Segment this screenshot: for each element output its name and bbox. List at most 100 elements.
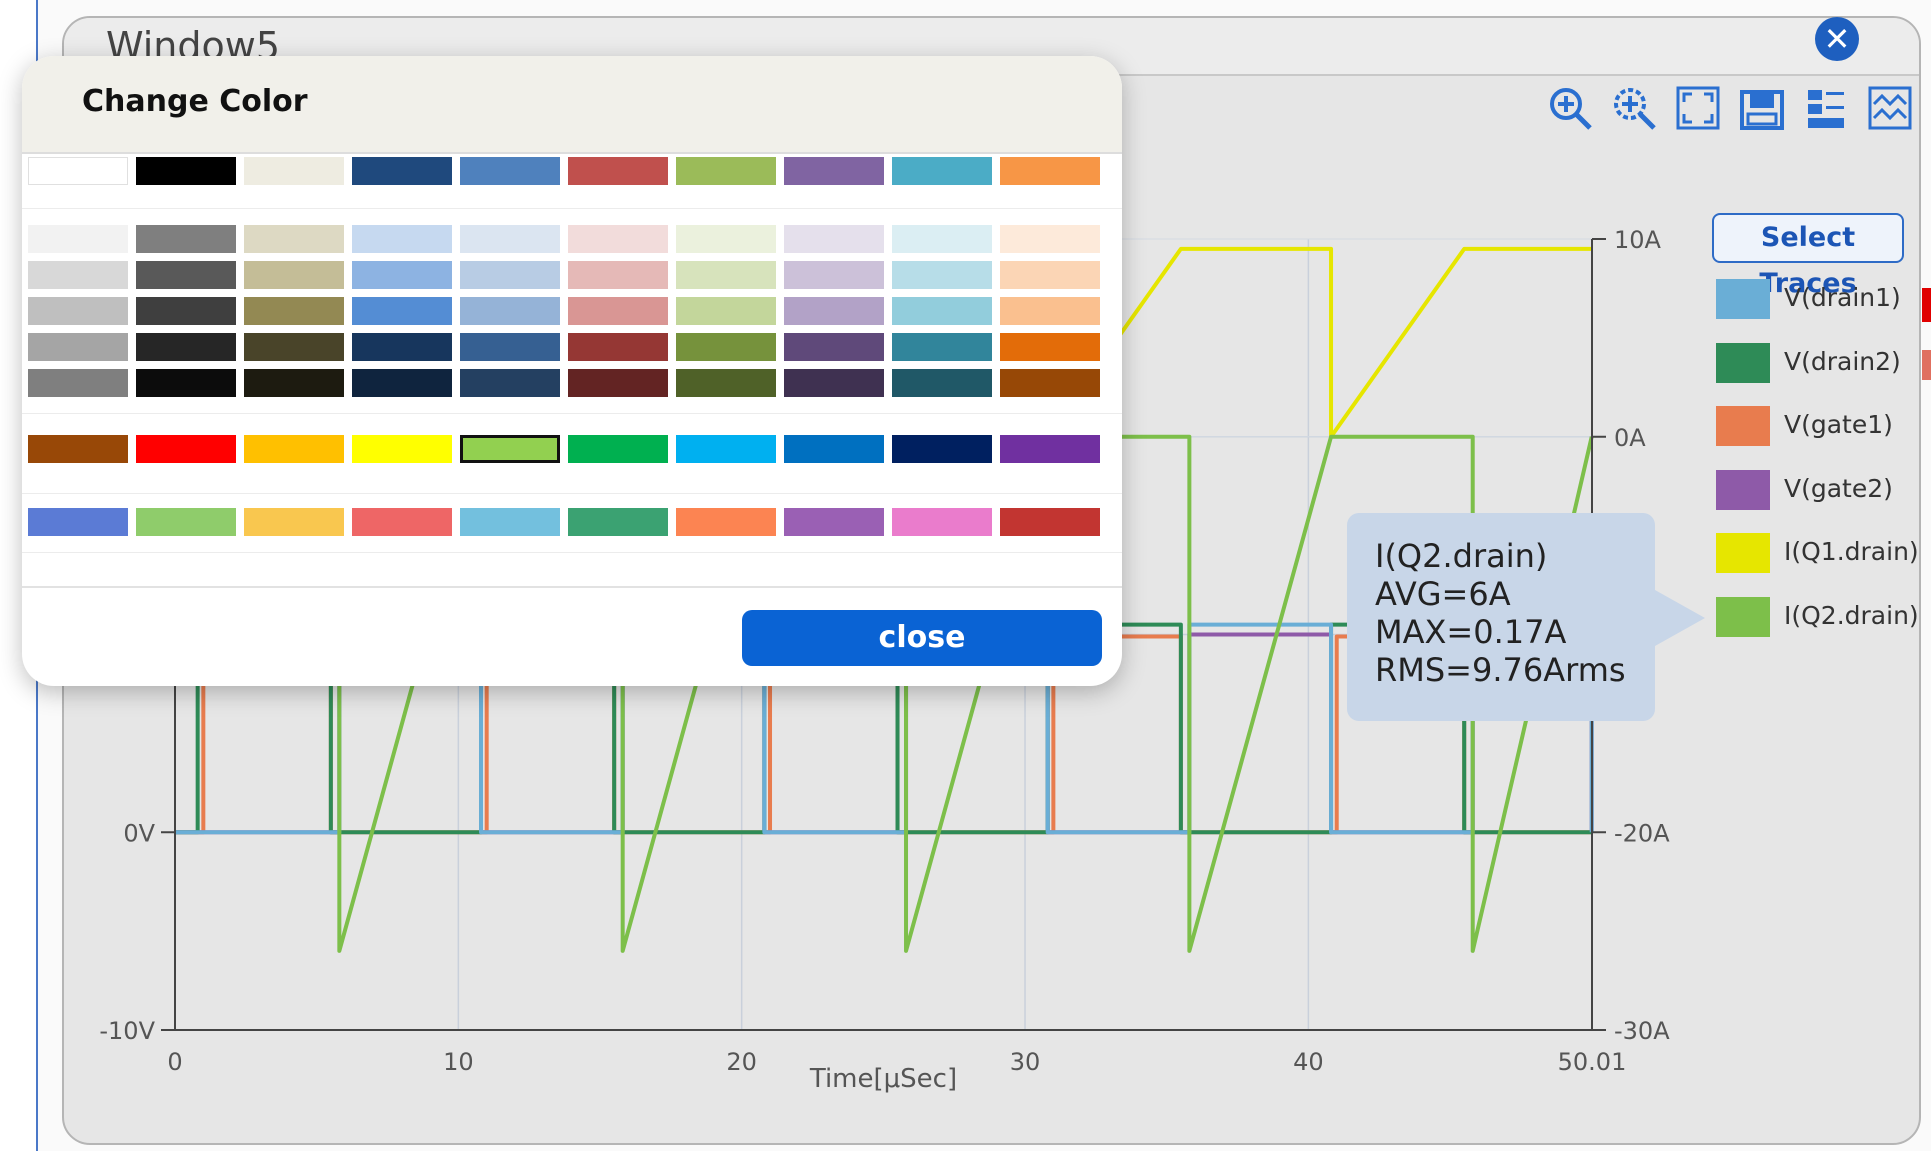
color-swatch-tint3-7[interactable] [784, 333, 884, 361]
color-swatch-tint4-9[interactable] [1000, 369, 1100, 397]
zoom-in-icon[interactable] [1546, 84, 1594, 132]
offscreen-swatch-edge-2 [1922, 350, 1931, 380]
color-swatch-tint0-9[interactable] [1000, 225, 1100, 253]
color-swatch-tint2-0[interactable] [28, 297, 128, 325]
color-swatch-extra-0[interactable] [28, 508, 128, 536]
color-swatch-tint1-7[interactable] [784, 261, 884, 289]
color-swatch-tint1-8[interactable] [892, 261, 992, 289]
color-swatch-tint4-6[interactable] [676, 369, 776, 397]
color-swatch-tint3-8[interactable] [892, 333, 992, 361]
color-swatch-tint1-2[interactable] [244, 261, 344, 289]
legend-settings-icon[interactable] [1802, 84, 1850, 132]
trace-color-swatch[interactable] [1716, 279, 1770, 319]
color-swatch-theme-6[interactable] [676, 157, 776, 185]
color-swatch-tint2-2[interactable] [244, 297, 344, 325]
x-tick-label: 10 [443, 1048, 474, 1076]
color-swatch-tint2-6[interactable] [676, 297, 776, 325]
color-swatch-theme-2[interactable] [244, 157, 344, 185]
trace-color-swatch[interactable] [1716, 533, 1770, 573]
color-swatch-tint1-5[interactable] [568, 261, 668, 289]
color-swatch-tint1-4[interactable] [460, 261, 560, 289]
color-swatch-extra-2[interactable] [244, 508, 344, 536]
color-swatch-tint2-3[interactable] [352, 297, 452, 325]
color-swatch-theme-7[interactable] [784, 157, 884, 185]
change-color-dialog: Change Color close [22, 56, 1122, 686]
color-swatch-theme-4[interactable] [460, 157, 560, 185]
color-swatch-theme-5[interactable] [568, 157, 668, 185]
color-swatch-standard-5[interactable] [568, 435, 668, 463]
trace-color-swatch[interactable] [1716, 342, 1770, 383]
color-swatch-theme-3[interactable] [352, 157, 452, 185]
color-swatch-tint4-0[interactable] [28, 369, 128, 397]
trace-color-swatch[interactable] [1716, 406, 1770, 446]
color-swatch-tint3-3[interactable] [352, 333, 452, 361]
color-swatch-tint3-2[interactable] [244, 333, 344, 361]
color-swatch-tint1-6[interactable] [676, 261, 776, 289]
color-swatch-extra-1[interactable] [136, 508, 236, 536]
color-swatch-tint3-6[interactable] [676, 333, 776, 361]
close-button[interactable]: close [742, 610, 1102, 666]
x-axis-label: Time[μSec] [809, 1064, 957, 1094]
color-swatch-tint4-5[interactable] [568, 369, 668, 397]
color-swatch-tint1-3[interactable] [352, 261, 452, 289]
color-swatch-tint2-9[interactable] [1000, 297, 1100, 325]
color-swatch-tint0-3[interactable] [352, 225, 452, 253]
color-swatch-tint2-7[interactable] [784, 297, 884, 325]
color-swatch-tint3-5[interactable] [568, 333, 668, 361]
color-swatch-standard-9[interactable] [1000, 435, 1100, 463]
color-swatch-standard-6[interactable] [676, 435, 776, 463]
color-swatch-tint2-4[interactable] [460, 297, 560, 325]
color-swatch-tint1-9[interactable] [1000, 261, 1100, 289]
waveform-icon[interactable] [1866, 84, 1914, 132]
color-swatch-tint0-2[interactable] [244, 225, 344, 253]
color-swatch-tint0-1[interactable] [136, 225, 236, 253]
color-swatch-tint4-2[interactable] [244, 369, 344, 397]
x-tick-label: 50.01 [1558, 1048, 1627, 1076]
color-swatch-extra-3[interactable] [352, 508, 452, 536]
window-close-button[interactable]: ✕ [1815, 17, 1859, 61]
color-swatch-extra-6[interactable] [676, 508, 776, 536]
save-icon[interactable] [1738, 84, 1786, 132]
color-swatch-tint2-5[interactable] [568, 297, 668, 325]
select-traces-button[interactable]: Select Traces [1712, 213, 1904, 299]
color-swatch-tint0-0[interactable] [28, 225, 128, 253]
color-swatch-tint4-4[interactable] [460, 369, 560, 397]
color-swatch-tint4-3[interactable] [352, 369, 452, 397]
color-swatch-theme-1[interactable] [136, 157, 236, 185]
color-swatch-theme-9[interactable] [1000, 157, 1100, 185]
color-swatch-extra-9[interactable] [1000, 508, 1100, 536]
color-swatch-standard-2[interactable] [244, 435, 344, 463]
color-swatch-tint3-0[interactable] [28, 333, 128, 361]
color-swatch-tint4-7[interactable] [784, 369, 884, 397]
color-swatch-extra-4[interactable] [460, 508, 560, 536]
color-swatch-standard-4[interactable] [460, 435, 560, 463]
color-swatch-standard-7[interactable] [784, 435, 884, 463]
color-swatch-tint0-7[interactable] [784, 225, 884, 253]
zoom-area-icon[interactable] [1610, 84, 1658, 132]
color-swatch-tint4-8[interactable] [892, 369, 992, 397]
color-swatch-tint1-1[interactable] [136, 261, 236, 289]
color-swatch-tint2-8[interactable] [892, 297, 992, 325]
fit-window-icon[interactable] [1674, 84, 1722, 132]
color-swatch-standard-0[interactable] [28, 435, 128, 463]
color-swatch-standard-1[interactable] [136, 435, 236, 463]
color-swatch-extra-5[interactable] [568, 508, 668, 536]
color-swatch-standard-8[interactable] [892, 435, 992, 463]
color-swatch-tint0-8[interactable] [892, 225, 992, 253]
color-swatch-tint3-9[interactable] [1000, 333, 1100, 361]
color-swatch-tint2-1[interactable] [136, 297, 236, 325]
color-swatch-theme-0[interactable] [28, 157, 128, 185]
color-swatch-tint3-4[interactable] [460, 333, 560, 361]
color-swatch-tint3-1[interactable] [136, 333, 236, 361]
trace-color-swatch[interactable] [1716, 469, 1770, 510]
color-swatch-extra-7[interactable] [784, 508, 884, 536]
color-swatch-theme-8[interactable] [892, 157, 992, 185]
color-swatch-standard-3[interactable] [352, 435, 452, 463]
color-swatch-tint0-5[interactable] [568, 225, 668, 253]
color-swatch-tint4-1[interactable] [136, 369, 236, 397]
color-swatch-tint0-6[interactable] [676, 225, 776, 253]
trace-color-swatch[interactable] [1716, 596, 1770, 637]
color-swatch-extra-8[interactable] [892, 508, 992, 536]
color-swatch-tint1-0[interactable] [28, 261, 128, 289]
color-swatch-tint0-4[interactable] [460, 225, 560, 253]
